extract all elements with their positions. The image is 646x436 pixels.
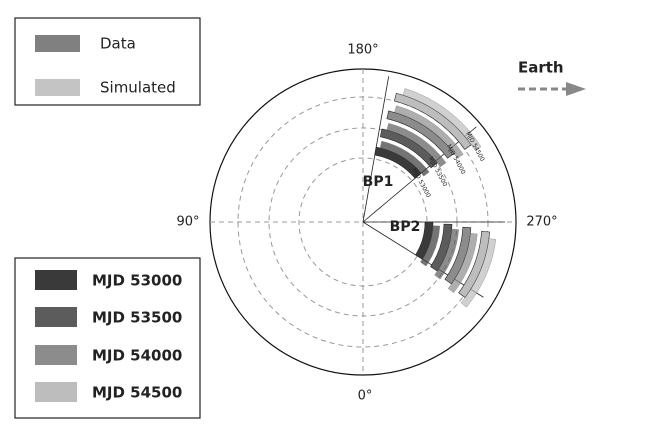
legend-label: Simulated xyxy=(100,79,176,97)
simulated-arc xyxy=(434,228,459,280)
simulated-arc xyxy=(386,123,447,168)
arrow-head xyxy=(566,82,586,96)
legend-label: MJD 53500 xyxy=(92,309,182,327)
simulated-arc xyxy=(420,225,441,267)
legend-label: MJD 53000 xyxy=(92,272,182,290)
legend-swatch xyxy=(35,270,77,290)
simulated-arc xyxy=(460,238,497,308)
legend-swatch xyxy=(35,345,77,365)
legend-swatch xyxy=(35,35,80,52)
angle-label: 90° xyxy=(176,215,199,230)
legend-label: MJD 54000 xyxy=(92,347,182,365)
region-label: BP1 xyxy=(363,174,394,190)
angle-label: 270° xyxy=(526,215,557,230)
legend-swatch xyxy=(35,307,77,327)
angle-label: 0° xyxy=(358,389,373,404)
angle-label: 180° xyxy=(347,43,378,58)
direction-label: Earth xyxy=(518,59,564,77)
legend-label: Data xyxy=(100,35,136,53)
simulated-arc xyxy=(379,140,430,177)
simulated-arc xyxy=(402,88,482,151)
legend-swatch xyxy=(35,382,77,402)
legend-label: MJD 54500 xyxy=(92,384,182,402)
simulated-arc xyxy=(447,233,478,294)
region-label: BP2 xyxy=(390,219,421,235)
legend-swatch xyxy=(35,79,80,96)
